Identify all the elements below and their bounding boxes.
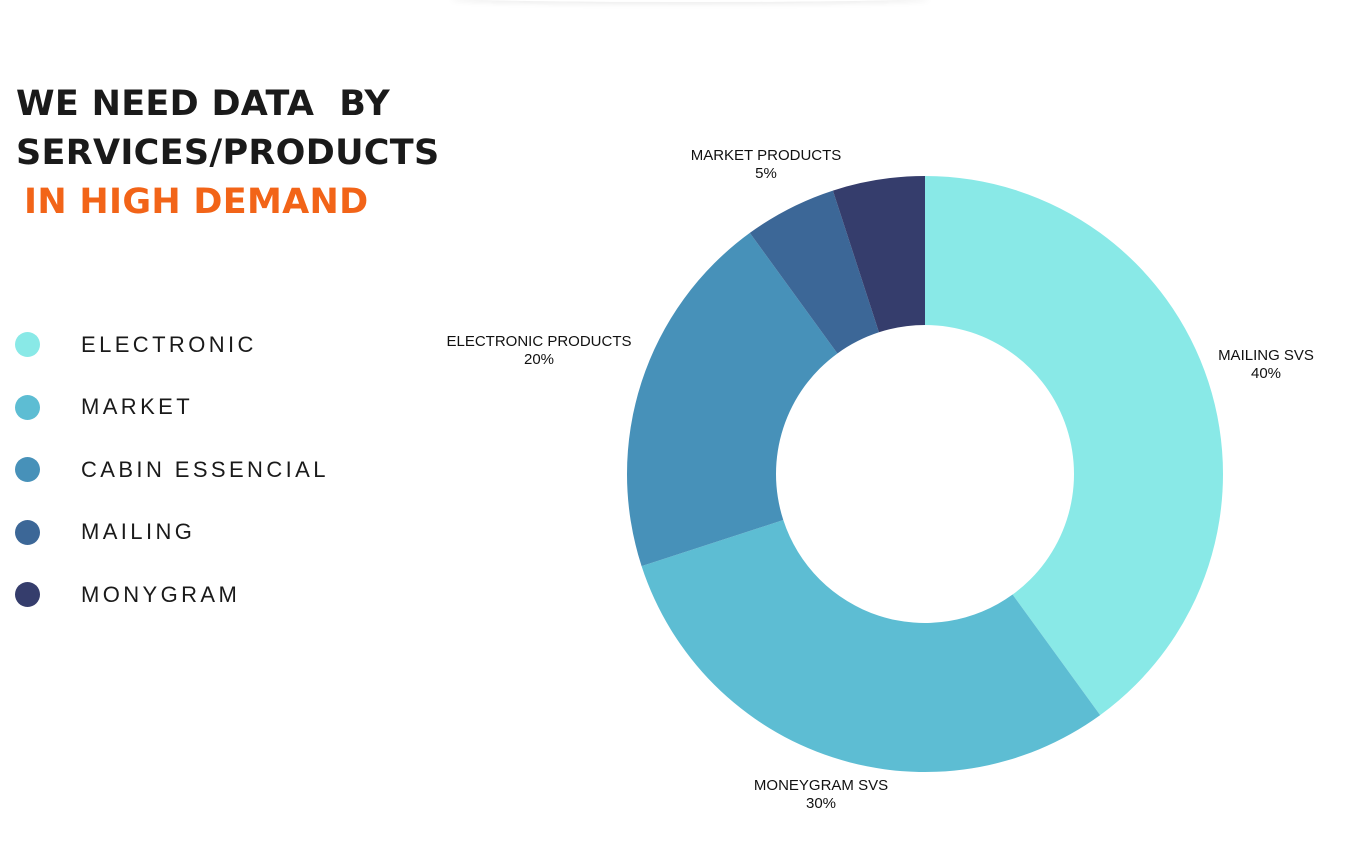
legend-label: MONYGRAM: [81, 581, 241, 607]
legend-dot: [15, 457, 40, 482]
legend-item-cabin-essencial: CABIN ESSENCIAL: [15, 457, 329, 482]
donut-slice-unlabeled: [749, 190, 879, 354]
title-line-2: SERVICES/PRODUCTS: [16, 133, 440, 173]
page-title: WE NEED DATA BY SERVICES/PRODUCTS IN HIG…: [16, 80, 439, 227]
donut-slice-mailing-svs: [925, 176, 1223, 716]
legend-item-monygram: MONYGRAM: [15, 582, 329, 607]
slice-label: MARKET PRODUCTS: [691, 147, 842, 164]
slice-value-label: 30%: [806, 795, 836, 812]
title-line-1: WE NEED DATA BY: [16, 84, 390, 124]
legend-dot: [15, 519, 40, 545]
slice-value-label: 20%: [524, 351, 554, 368]
donut-slice-market-products: [832, 176, 925, 333]
legend-label: MAILING: [81, 519, 196, 544]
legend-item-electronic: ELECTRONIC: [15, 332, 329, 357]
slice-label: MONEYGRAM SVS: [754, 777, 888, 794]
legend-dot: [15, 582, 40, 607]
legend-label: MARKET: [81, 394, 194, 419]
legend-item-market: MARKET: [15, 394, 329, 420]
legend-dot: [15, 394, 40, 420]
chart-legend: ELECTRONIC MARKET CABIN ESSENCIAL MAILIN…: [15, 332, 329, 645]
legend-label: CABIN ESSENCIAL: [81, 456, 329, 482]
slice-value-label: 5%: [755, 165, 777, 182]
slice-label: MAILING SVS: [1218, 347, 1314, 364]
donut-slice-electronic-products: [626, 232, 838, 567]
legend-label: ELECTRONIC: [81, 331, 257, 357]
slice-label: ELECTRONIC PRODUCTS: [446, 333, 631, 350]
legend-item-mailing: MAILING: [15, 519, 329, 545]
slice-value-label: 40%: [1251, 365, 1281, 382]
legend-dot: [15, 332, 40, 357]
donut-slice-moneygram-svs: [641, 520, 1101, 773]
title-line-accent: IN HIGH DEMAND: [24, 182, 369, 222]
